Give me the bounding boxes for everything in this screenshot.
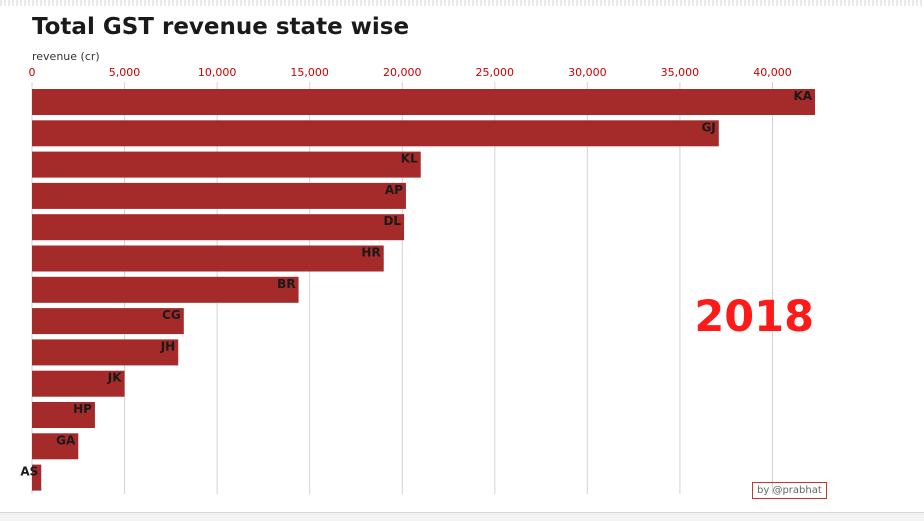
bar-jk (32, 370, 125, 397)
bar-label: AS (20, 465, 38, 479)
bar-label: CG (162, 308, 181, 322)
bar-dl (32, 214, 405, 241)
credit-label: by @prabhat (752, 482, 827, 499)
x-tick-label: 20,000 (383, 66, 422, 79)
bar-ga (32, 433, 79, 460)
bar-gj (32, 120, 719, 147)
x-tick-label: 15,000 (290, 66, 329, 79)
bar-label: JH (160, 339, 176, 353)
x-tick-label: 10,000 (198, 66, 237, 79)
x-tick-label: 30,000 (568, 66, 607, 79)
bar-label: JK (107, 371, 122, 385)
x-tick-label: 35,000 (661, 66, 700, 79)
year-annotation: 2018 (694, 292, 814, 342)
bar-label: HP (73, 402, 92, 416)
bar-label: KL (401, 152, 418, 166)
bar-hp (32, 402, 95, 428)
bar-ka (32, 89, 816, 115)
bar-ap (32, 182, 406, 209)
bar-label: AP (385, 183, 403, 197)
top-border (0, 0, 924, 6)
x-tick-label: 40,000 (753, 66, 792, 79)
bottom-border (0, 512, 924, 521)
x-tick-label: 5,000 (109, 66, 141, 79)
bar-label: GA (56, 433, 76, 447)
bar-cg (32, 308, 184, 335)
bar-kl (32, 151, 421, 178)
x-tick-label: 25,000 (476, 66, 515, 79)
bar-label: BR (277, 277, 295, 291)
bar-label: GJ (701, 120, 715, 134)
x-axis-label: revenue (cr) (32, 50, 100, 63)
x-tick-label: 0 (29, 66, 36, 79)
bar-jh (32, 339, 179, 366)
bar-label: KA (793, 89, 812, 103)
bar-hr (32, 245, 384, 272)
bar-as (32, 464, 42, 491)
chart-title: Total GST revenue state wise (32, 14, 410, 40)
bar-label: DL (383, 214, 401, 228)
bar-label: HR (361, 246, 380, 260)
bar-br (32, 276, 299, 303)
